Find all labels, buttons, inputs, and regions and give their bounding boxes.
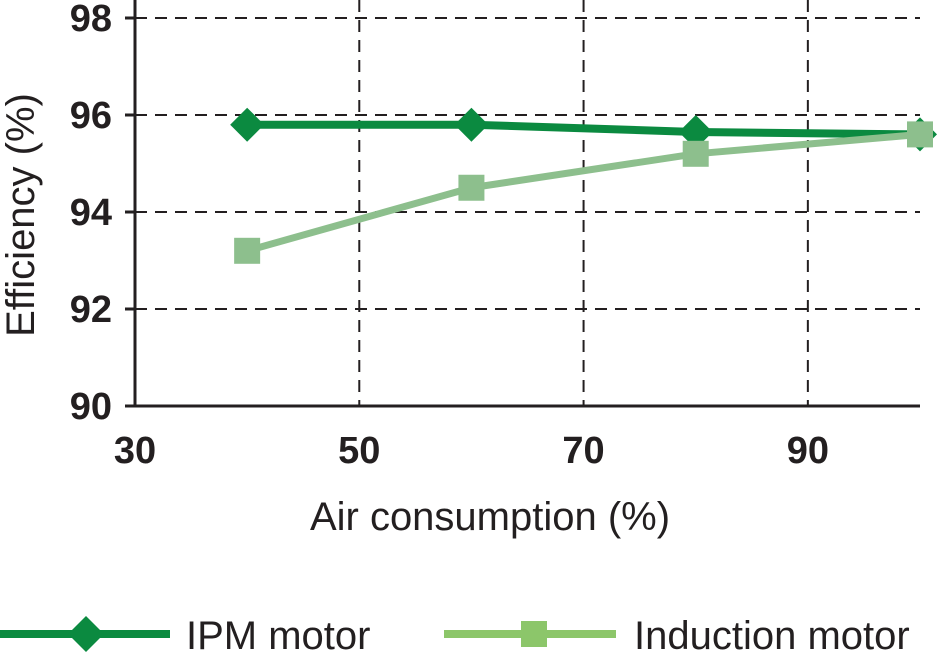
y-tick-label: 94 (70, 192, 112, 234)
x-tick-label: 90 (787, 430, 829, 472)
series-line (246, 130, 921, 255)
legend-label-induction: Induction motor (634, 614, 910, 653)
tick-labels: 90 92 94 96 98 30 50 70 90 (70, 0, 829, 472)
legend-marker-ipm (68, 616, 104, 652)
data-point-square (458, 174, 485, 201)
y-tick-label: 92 (70, 289, 112, 331)
data-point-diamond (678, 114, 713, 149)
data-point-square (234, 237, 261, 264)
series-group (230, 107, 937, 264)
legend: IPM motor Induction motor (0, 614, 910, 653)
data-point-diamond (454, 107, 489, 142)
y-axis-title: Efficiency (%) (0, 93, 43, 337)
legend-item-ipm: IPM motor (0, 614, 370, 653)
data-point-square (682, 140, 709, 167)
y-tick-label: 98 (70, 0, 112, 40)
legend-marker-induction (521, 621, 547, 647)
x-axis-title: Air consumption (%) (310, 495, 670, 539)
grid-lines (135, 0, 920, 406)
data-point-diamond (230, 107, 265, 142)
axes (125, 0, 920, 408)
series-induction-motor (234, 121, 933, 264)
x-tick-label: 50 (338, 430, 380, 472)
series-line (247, 120, 921, 139)
x-tick-label: 30 (114, 430, 156, 472)
data-point-square (907, 121, 933, 148)
x-tick-label: 70 (562, 430, 604, 472)
legend-item-induction: Induction motor (444, 614, 910, 653)
legend-label-ipm: IPM motor (186, 614, 370, 653)
y-tick-label: 96 (70, 95, 112, 137)
y-tick-label: 90 (70, 386, 112, 428)
